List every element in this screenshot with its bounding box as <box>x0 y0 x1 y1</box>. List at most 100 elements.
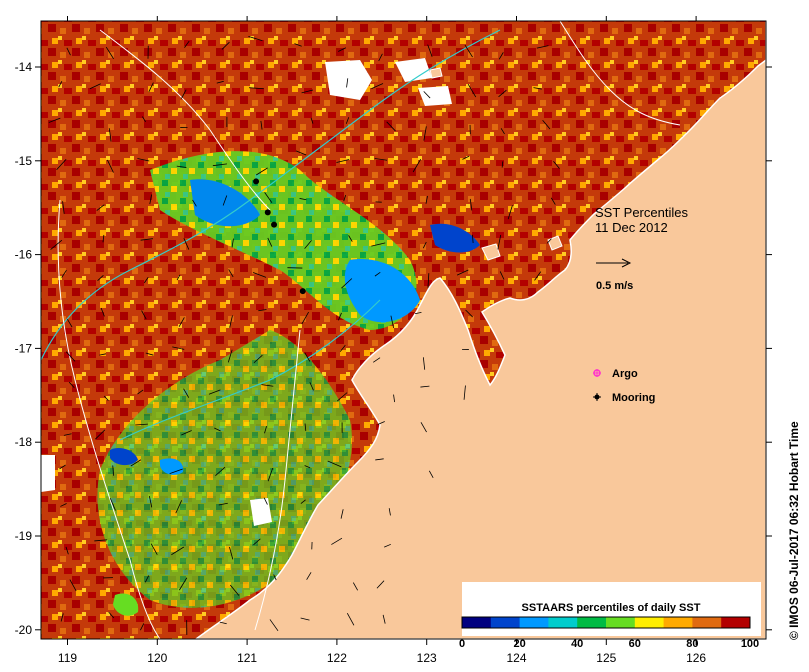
current-vector <box>339 345 346 352</box>
colorbar-swatch <box>634 617 665 628</box>
current-vector <box>336 159 350 163</box>
x-tick-label: 122 <box>327 651 347 665</box>
current-vector <box>105 46 114 60</box>
current-vector <box>67 319 73 328</box>
current-vector <box>534 271 542 281</box>
y-tick-label: -17 <box>15 341 33 355</box>
current-vector <box>304 423 307 432</box>
current-vector <box>50 239 63 250</box>
cool-anomaly-patch <box>110 448 138 466</box>
cool-anomaly-patch <box>430 223 480 253</box>
current-vector <box>264 192 273 203</box>
current-vector <box>108 128 112 142</box>
current-vector <box>414 311 422 315</box>
current-vector <box>141 310 147 320</box>
current-vector <box>148 495 153 508</box>
mid-percentile-patch <box>113 593 139 616</box>
current-vector <box>267 237 273 247</box>
colorbar-tick-label: 80 <box>686 638 698 650</box>
colorbar-swatches <box>462 617 751 628</box>
x-tick-label: 121 <box>237 651 257 665</box>
colorbar-swatch <box>548 617 578 628</box>
current-vector <box>412 158 422 173</box>
current-vector <box>69 579 77 592</box>
current-vector <box>89 83 101 90</box>
colorbar-swatch <box>606 617 636 628</box>
current-vector <box>103 395 109 401</box>
current-vector <box>341 278 353 289</box>
current-vector <box>95 429 106 440</box>
current-vector <box>386 121 396 132</box>
current-vector <box>507 205 513 220</box>
current-vector <box>215 466 226 477</box>
current-vector <box>169 468 183 475</box>
x-tick-label: 125 <box>596 651 616 665</box>
colorbar-swatch <box>577 617 607 628</box>
current-vector <box>261 384 274 387</box>
current-vector <box>60 613 64 622</box>
date-label: 11 Dec 2012 <box>595 220 668 235</box>
current-vector <box>376 580 385 589</box>
current-vector <box>542 119 551 130</box>
current-vector <box>300 617 310 621</box>
cool-anomaly-patch <box>190 179 260 227</box>
current-vector <box>348 235 353 242</box>
current-vector <box>500 128 505 135</box>
current-vector <box>144 575 150 583</box>
current-vector <box>96 204 105 211</box>
current-vector <box>384 543 391 548</box>
current-vector <box>184 40 190 48</box>
current-vector <box>181 430 192 436</box>
x-tick-label: 123 <box>417 651 437 665</box>
current-vector <box>423 126 427 141</box>
current-vector <box>137 389 144 395</box>
current-vector <box>378 53 383 62</box>
missing-data-area <box>325 60 372 100</box>
current-vector <box>62 201 65 214</box>
current-vector <box>228 269 234 278</box>
current-vector <box>382 614 386 624</box>
colorbar-swatch <box>663 617 693 628</box>
mooring-markers <box>253 178 306 295</box>
current-vector <box>304 240 312 249</box>
current-vector <box>346 78 349 88</box>
x-tick-label: 126 <box>686 651 706 665</box>
current-vector <box>304 352 311 362</box>
current-vector <box>420 422 427 433</box>
current-vector <box>331 537 343 545</box>
current-vector <box>499 271 505 280</box>
current-vector <box>56 159 67 170</box>
current-vector <box>273 574 277 581</box>
current-vector <box>179 577 188 591</box>
current-vector <box>260 120 263 130</box>
colorbar: SSTAARS percentiles of daily SST 0 20 40 60… <box>459 582 761 650</box>
argo-icon <box>593 369 601 377</box>
current-vector <box>299 198 307 201</box>
current-vector <box>97 275 104 281</box>
white-isobath <box>559 21 681 126</box>
current-vector <box>175 500 183 514</box>
legend-mooring-label: Mooring <box>612 392 655 404</box>
current-vector <box>65 351 76 362</box>
white-isobath <box>99 29 271 211</box>
current-vector <box>300 499 306 504</box>
current-vector <box>140 623 145 631</box>
current-vector <box>109 498 116 511</box>
current-vector <box>352 582 359 591</box>
current-vector <box>346 612 355 626</box>
current-vector <box>94 539 108 542</box>
credit-label: © IMOS 06-Jul-2017 06:32 Hobart Time <box>787 421 801 640</box>
current-vector <box>310 117 314 124</box>
current-vector <box>497 234 502 250</box>
current-vector <box>149 194 153 205</box>
symbol-legend: Argo Mooring <box>593 368 655 404</box>
current-vector <box>267 467 274 482</box>
current-vector <box>422 357 426 370</box>
mooring-marker <box>271 221 278 228</box>
current-vector <box>150 543 158 555</box>
colorbar-tick-label: 60 <box>629 638 641 650</box>
current-vector <box>192 199 197 207</box>
mooring-marker <box>299 288 306 295</box>
y-tick-label: -19 <box>15 529 33 543</box>
missing-data-area <box>41 455 55 492</box>
